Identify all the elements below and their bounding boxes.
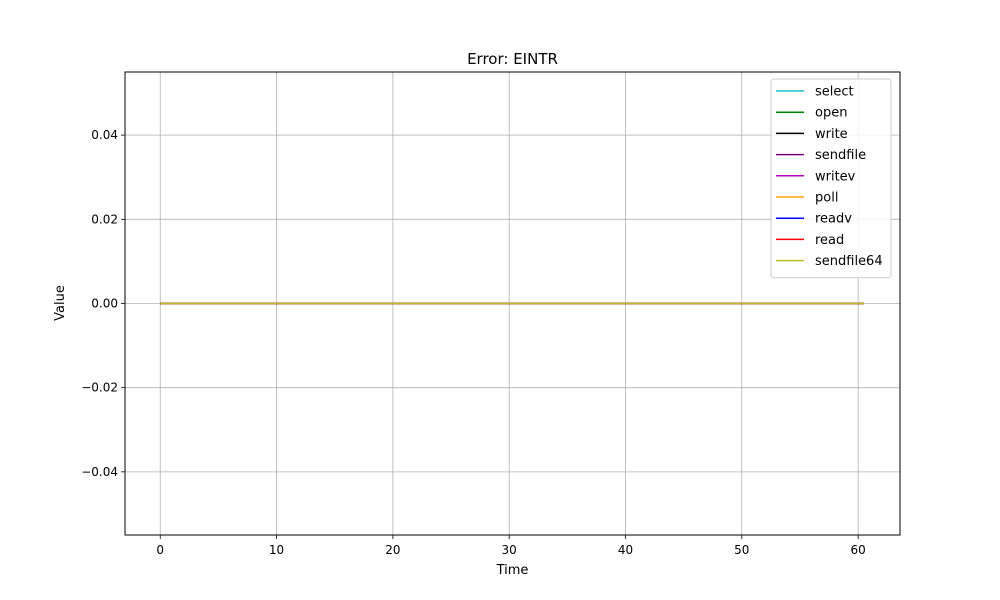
x-tick-label: 10 <box>269 543 284 557</box>
legend-label-poll: poll <box>815 191 838 206</box>
legend-label-sendfile64: sendfile64 <box>815 254 883 269</box>
y-axis-label: Value <box>53 285 68 321</box>
axis-ticks: 0 10 20 30 40 50 60 −0.04 −0.02 0.00 0.02 0.04 <box>81 128 866 557</box>
legend: select open write sendfile writev poll readv re… <box>770 78 892 279</box>
x-tick-label: 40 <box>618 543 633 557</box>
legend-label-readv: readv <box>815 212 852 227</box>
x-tick-label: 50 <box>734 543 749 557</box>
y-tick-label: 0.02 <box>91 212 118 226</box>
x-tick-label: 30 <box>502 543 517 557</box>
x-tick-label: 60 <box>850 543 865 557</box>
legend-label-sendfile: sendfile <box>815 148 866 163</box>
y-tick-label: −0.04 <box>81 465 118 479</box>
legend-label-select: select <box>815 85 854 100</box>
legend-label-open: open <box>815 106 847 121</box>
y-tick-label: 0.00 <box>91 297 118 311</box>
y-tick-label: −0.02 <box>81 381 118 395</box>
x-axis-label: Time <box>496 563 529 578</box>
legend-label-writev: writev <box>815 169 856 184</box>
chart-title: Error: EINTR <box>467 50 558 68</box>
legend-label-read: read <box>815 233 844 248</box>
y-tick-label: 0.04 <box>91 128 118 142</box>
x-tick-label: 0 <box>156 543 164 557</box>
x-tick-label: 20 <box>385 543 400 557</box>
legend-box <box>770 78 892 279</box>
legend-label-write: write <box>815 127 848 142</box>
